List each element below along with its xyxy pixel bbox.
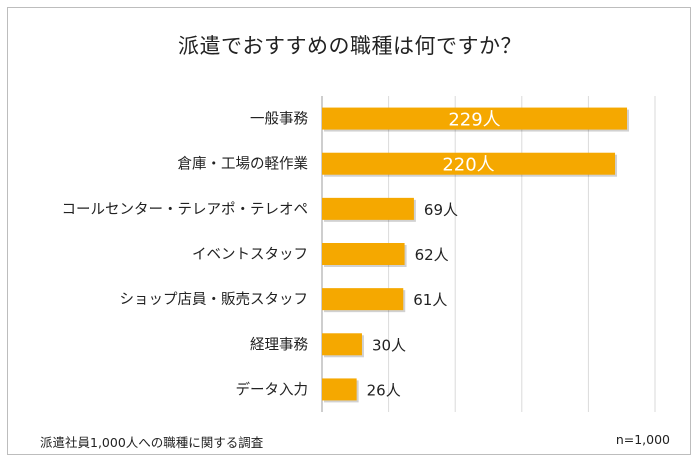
category-label: 経理事務	[250, 336, 308, 353]
category-label: 一般事務	[250, 111, 308, 128]
bar	[322, 243, 405, 265]
data-label: 26人	[367, 381, 401, 399]
bar	[322, 378, 357, 401]
data-label: 220人	[442, 155, 494, 176]
category-label: イベントスタッフ	[192, 246, 308, 263]
chart-title: 派遣でおすすめの職種は何ですか？	[178, 34, 522, 58]
data-label: 69人	[424, 201, 458, 219]
data-label: 30人	[372, 336, 406, 354]
bar	[322, 288, 404, 311]
category-label: データ入力	[236, 380, 309, 398]
data-label: 61人	[413, 291, 447, 309]
bar	[322, 107, 628, 130]
data-label: 229人	[448, 110, 500, 131]
sample-size: n=1,000	[615, 432, 670, 447]
data-label: 62人	[415, 246, 449, 264]
bar	[322, 333, 362, 356]
bar	[322, 197, 414, 220]
bar	[322, 152, 616, 175]
category-label: コールセンター・テレアポ・テレオペ	[62, 201, 309, 218]
category-label: ショップ店員・販売スタッフ	[120, 291, 309, 308]
survey-note: 派遣社員1,000人への職種に関する調査	[40, 435, 264, 450]
category-label: 倉庫・工場の軽作業	[178, 156, 309, 173]
